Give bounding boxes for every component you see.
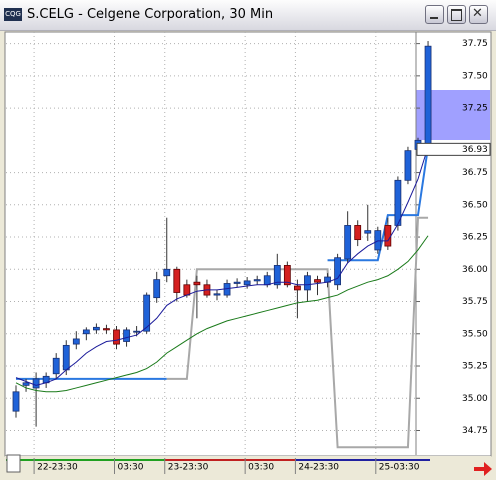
candle-body: [213, 293, 221, 296]
candle-body: [133, 330, 141, 333]
y-tick-label: 35.50: [462, 329, 488, 339]
title-bar: CQG S.CELG - Celgene Corporation, 30 Min…: [0, 0, 496, 31]
y-tick-label: 34.75: [462, 426, 488, 436]
candle-body: [82, 329, 90, 335]
y-tick-label: 35.75: [462, 297, 488, 307]
candle-body: [384, 225, 392, 247]
candle-body: [314, 279, 321, 283]
candle-body: [273, 265, 281, 286]
candle-body: [52, 357, 60, 375]
candle-body: [263, 275, 271, 286]
candle-body: [233, 281, 241, 284]
close-button[interactable]: ✕: [469, 5, 488, 24]
x-tick-label: 23-23:30: [168, 463, 209, 473]
y-tick-label: 37.25: [462, 104, 488, 114]
x-tick-label: 24-23:30: [298, 463, 339, 473]
candle-body: [153, 279, 161, 299]
candle-body: [344, 225, 352, 260]
candle-body: [364, 230, 372, 234]
candle-body: [404, 150, 412, 181]
minimize-button[interactable]: [425, 5, 444, 24]
candle-body: [12, 391, 20, 412]
candle-body: [374, 230, 382, 251]
candle-body: [22, 382, 30, 386]
candle-body: [193, 281, 201, 286]
candle-body: [283, 265, 291, 286]
x-tick-label: 25-03:30: [379, 463, 420, 473]
indicator-line: [15, 235, 429, 393]
candle-body: [354, 225, 362, 241]
candle-body: [394, 179, 402, 226]
candle-body: [143, 294, 151, 332]
candle-body: [293, 285, 301, 291]
indicator-line: [166, 216, 429, 449]
last-price-box: [416, 142, 491, 156]
maximize-button[interactable]: [447, 5, 466, 24]
y-tick-label: 36.50: [462, 200, 488, 210]
candle-body: [304, 275, 311, 291]
y-tick-label: 36.00: [462, 265, 488, 275]
indicator-line: [16, 146, 430, 380]
candle-body: [72, 338, 80, 345]
scroll-arrow[interactable]: [474, 462, 492, 476]
x-tick-label: 03:30: [248, 463, 274, 473]
scroll-box[interactable]: [6, 454, 21, 473]
candle-body: [253, 279, 261, 282]
chart: 34.75 35.00 35.25 35.50 35.75 36.00 36.25 36.50…: [4, 31, 492, 480]
candle-body: [32, 378, 40, 389]
y-tick-label: 36.75: [462, 168, 488, 178]
indicator-line: [15, 146, 429, 386]
candle-body: [173, 268, 181, 293]
candle-body: [123, 329, 130, 342]
candle-body: [113, 329, 120, 345]
y-tick-label: 35.00: [462, 394, 488, 404]
candle-body: [424, 45, 432, 150]
candle-body: [334, 257, 342, 286]
app-icon: CQG: [4, 8, 22, 21]
candle-body: [62, 344, 70, 371]
x-tick-label: 22-23:30: [37, 463, 78, 473]
y-tick-label: 37.50: [462, 71, 488, 81]
candle-body: [243, 280, 251, 286]
x-tick-label: 03:30: [118, 463, 144, 473]
y-tick-label: 35.25: [462, 362, 488, 372]
candle-body: [93, 326, 100, 331]
y-tick-label: 36.25: [462, 233, 488, 243]
window-title: S.CELG - Celgene Corporation, 30 Min: [27, 7, 274, 22]
candle-body: [183, 284, 191, 296]
last-price-label: 36.93: [462, 145, 488, 155]
candle-body: [103, 328, 110, 331]
candle-body: [163, 268, 171, 277]
y-tick-label: 37.75: [462, 39, 488, 49]
